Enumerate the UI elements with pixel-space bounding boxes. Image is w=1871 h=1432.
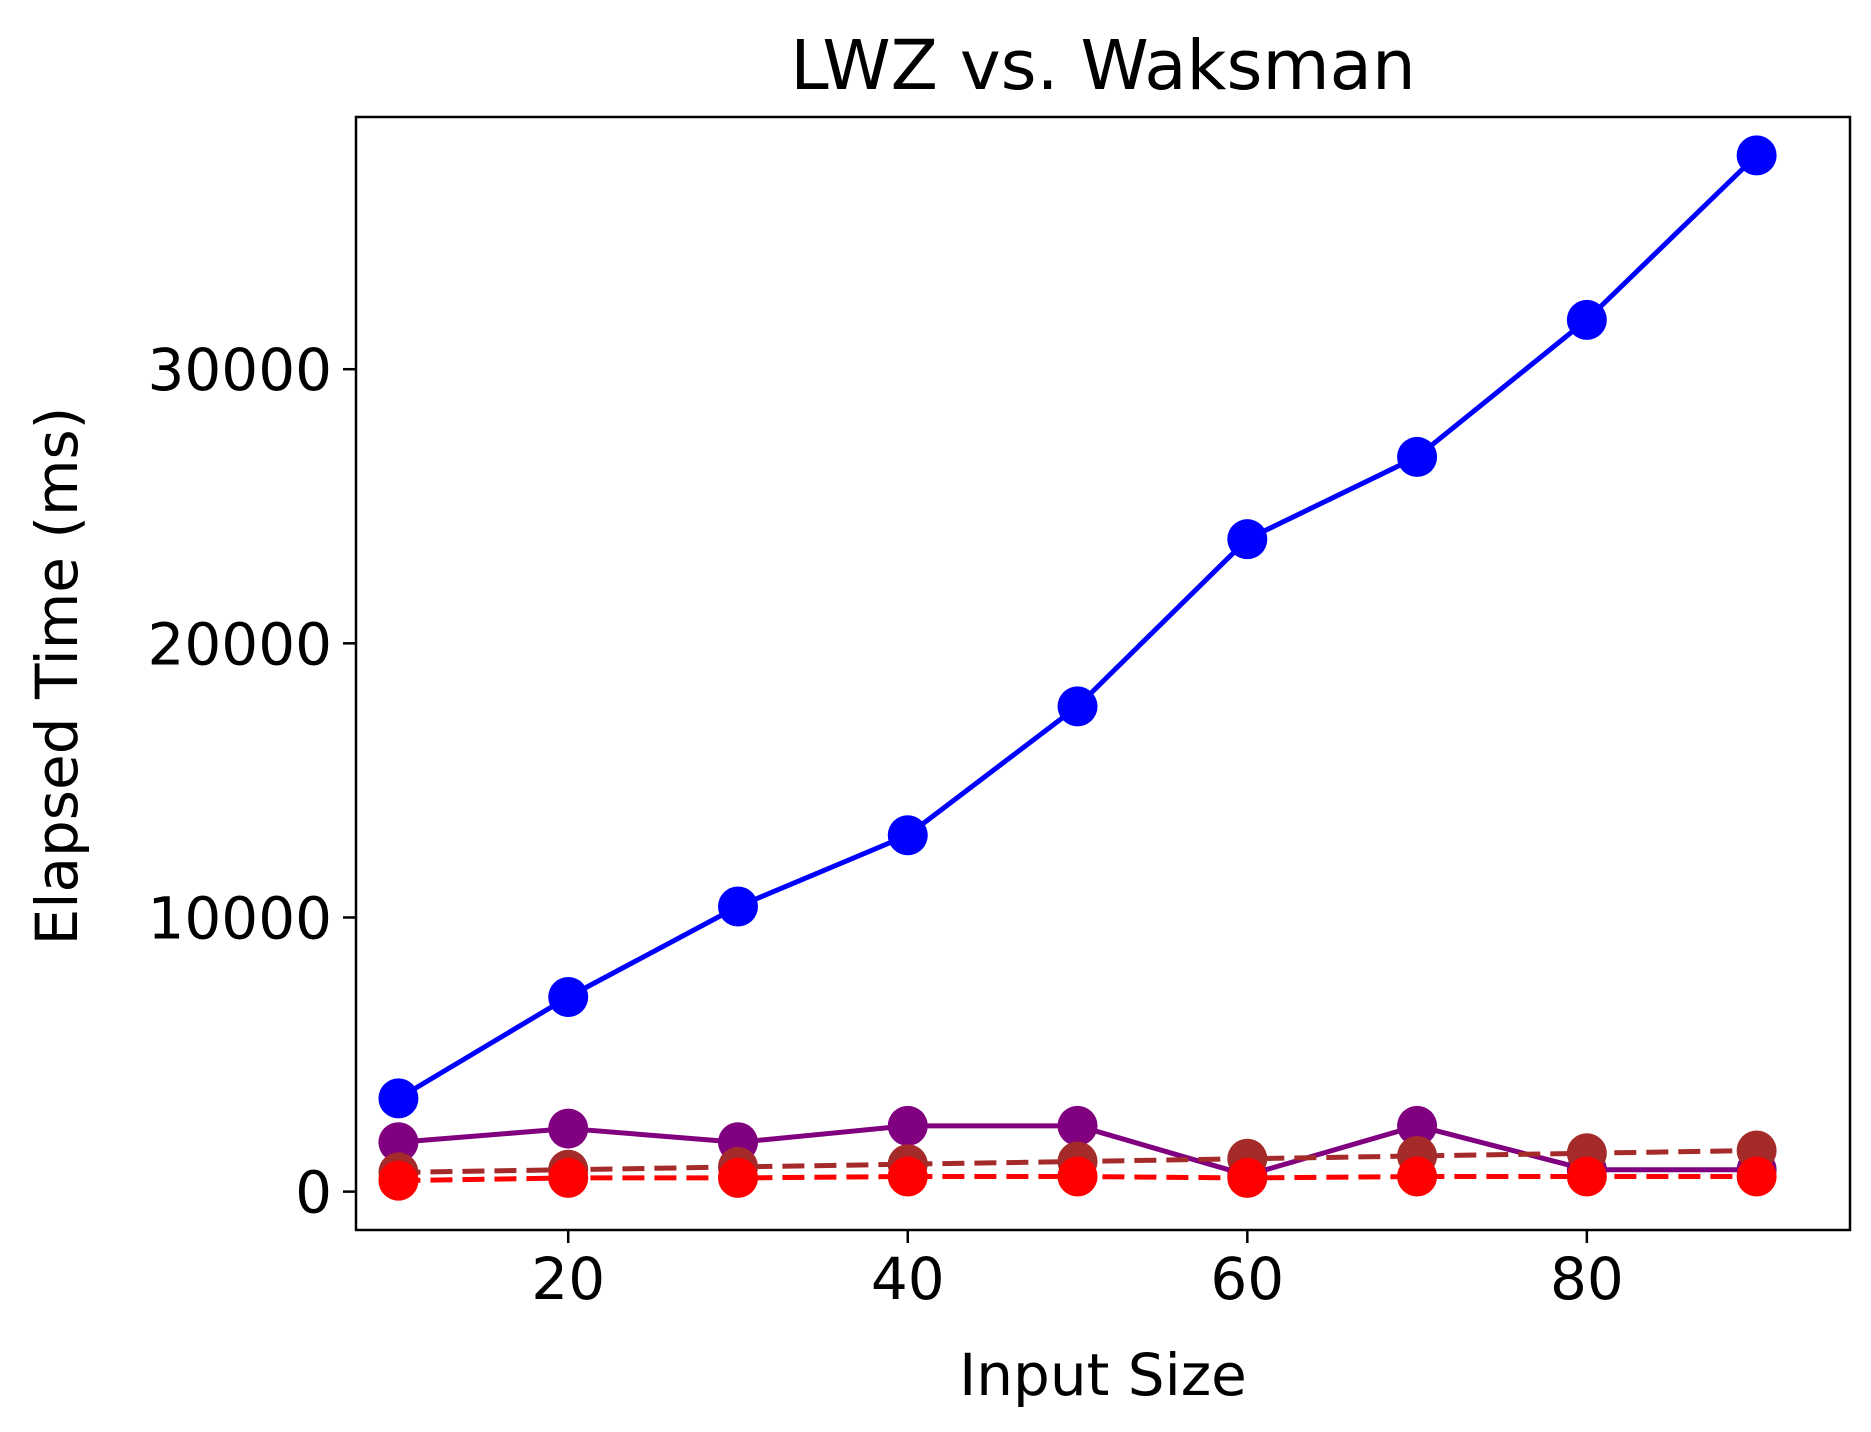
y-axis-label: Elapsed Time (ms) <box>23 407 91 946</box>
data-point <box>1057 1156 1098 1197</box>
data-point <box>548 1108 589 1149</box>
data-point <box>1736 135 1777 176</box>
data-point <box>887 1156 928 1197</box>
y-tick-label: 20000 <box>147 610 332 678</box>
y-tick-label: 10000 <box>147 884 332 952</box>
data-point <box>887 1105 928 1146</box>
plot-frame <box>354 115 1852 1232</box>
data-point <box>887 815 928 856</box>
series-line <box>397 153 1759 1101</box>
x-tick-label: 60 <box>1210 1245 1284 1313</box>
data-point <box>1397 1156 1438 1197</box>
x-tick-label: 40 <box>871 1245 945 1313</box>
x-tick-label: 80 <box>1550 1245 1624 1313</box>
data-point <box>1736 1156 1777 1197</box>
data-point <box>717 1157 758 1198</box>
data-point <box>378 1160 419 1201</box>
data-point <box>1057 686 1098 727</box>
data-point <box>548 976 589 1017</box>
y-tick-label: 0 <box>295 1159 332 1227</box>
chart-title: LWZ vs. Waksman <box>790 26 1415 106</box>
data-point <box>378 1078 419 1119</box>
data-point <box>717 886 758 927</box>
data-point <box>1057 1105 1098 1146</box>
y-tick-label: 30000 <box>147 336 332 404</box>
data-point <box>1397 436 1438 477</box>
x-axis-label: Input Size <box>959 1341 1247 1409</box>
axis-ticks: 20 40 60 80 0 10000 20000 30000 <box>147 336 1623 1313</box>
series-blue <box>378 135 1777 1119</box>
x-tick-label: 20 <box>531 1245 605 1313</box>
plot-area <box>378 135 1777 1201</box>
data-point <box>378 1122 419 1163</box>
series-red <box>378 1156 1777 1201</box>
data-point <box>548 1157 589 1198</box>
data-point <box>1566 1156 1607 1197</box>
data-point <box>1397 1105 1438 1146</box>
data-point <box>1566 299 1607 340</box>
data-point <box>1227 1157 1268 1198</box>
data-point <box>1227 519 1268 560</box>
